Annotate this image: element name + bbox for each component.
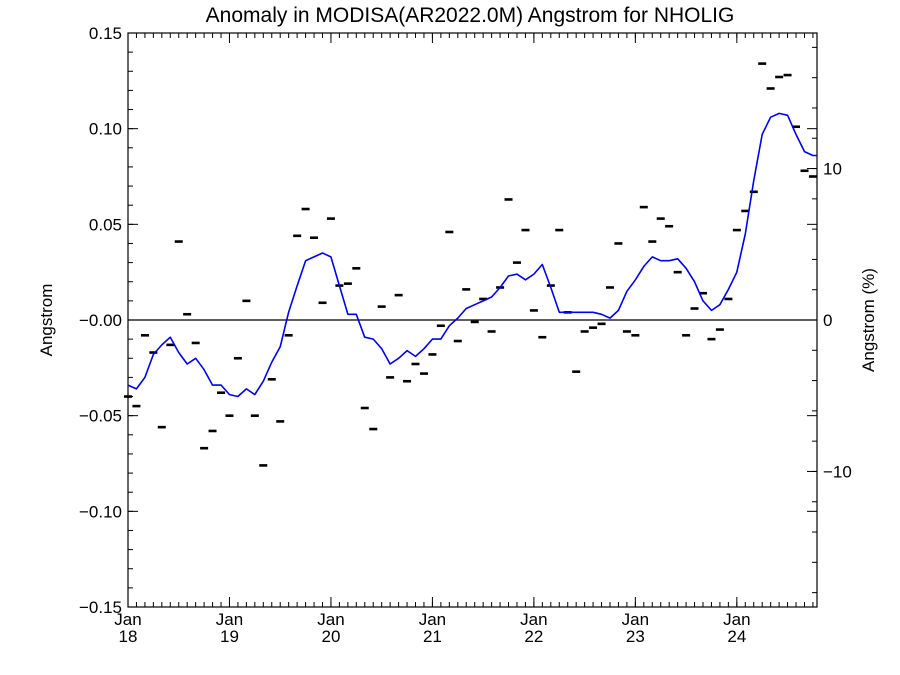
chart-title: Anomaly in MODISA(AR2022.0M) Angstrom fo… [206, 4, 735, 27]
y2-tick-label: 10 [823, 160, 842, 179]
y2-axis-label: Angstrom (%) [859, 268, 878, 372]
y-tick-label: −0.15 [79, 598, 122, 617]
monthly-markers [124, 62, 817, 467]
x-tick-label-year: 18 [119, 627, 138, 646]
running-mean-line [127, 112, 817, 398]
y-tick-label: 0.15 [89, 24, 122, 43]
y-tick-label: 0.05 [89, 215, 122, 234]
x-tick-label-year: 22 [524, 627, 543, 646]
x-tick-label-year: 21 [423, 627, 442, 646]
x-tick-label-month: Jan [216, 610, 243, 629]
y-tick-label: −0.10 [79, 502, 122, 521]
x-tick-label-year: 20 [321, 627, 340, 646]
y2-tick-label: −10 [823, 462, 852, 481]
running-mean-group [127, 112, 817, 398]
y-axis-label: Angstrom [37, 284, 56, 357]
x-tick-label-month: Jan [317, 610, 344, 629]
x-tick-label-month: Jan [114, 610, 141, 629]
x-tick-label-month: Jan [419, 610, 446, 629]
x-tick-label-month: Jan [723, 610, 750, 629]
y-axis-left: −0.15 −0.10 −0.05 −0.00 0.05 0.10 0.15 [79, 24, 817, 617]
y-tick-label: 0.10 [89, 120, 122, 139]
x-tick-label-year: 23 [626, 627, 645, 646]
x-tick-label-year: 24 [727, 627, 746, 646]
y-tick-label: −0.00 [79, 311, 122, 330]
x-tick-label-year: 19 [220, 627, 239, 646]
x-tick-label-month: Jan [520, 610, 547, 629]
y-axis-right: −10 0 10 [807, 46, 852, 594]
y-tick-label: −0.05 [79, 407, 122, 426]
x-tick-label-month: Jan [622, 610, 649, 629]
y2-tick-label: 0 [823, 311, 832, 330]
